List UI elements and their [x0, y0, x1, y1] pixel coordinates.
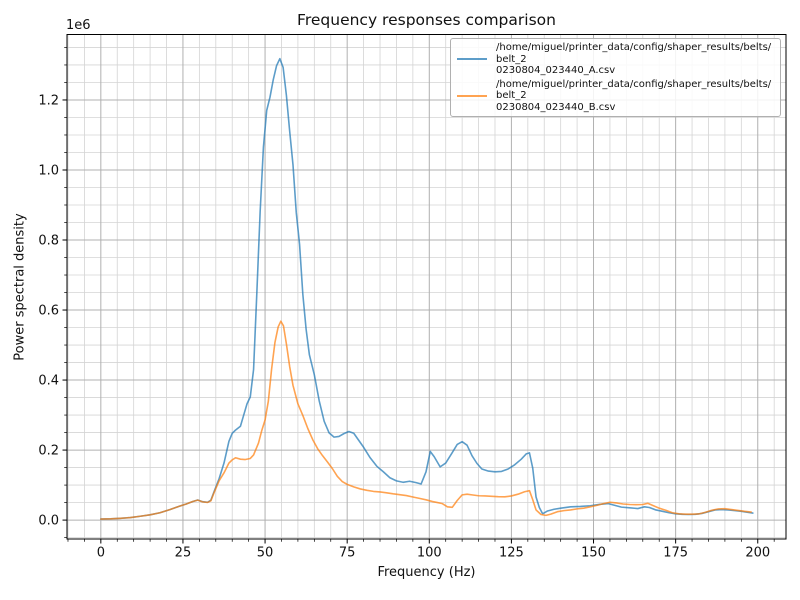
y-tick-label: 1.0: [38, 163, 59, 178]
y-axis-label: Power spectral density: [12, 213, 28, 361]
x-tick-label: 175: [663, 546, 688, 561]
x-tick-label: 75: [339, 546, 356, 561]
series-lines: [100, 57, 754, 520]
y-tick-label: 0.2: [38, 444, 59, 459]
x-tick-label: 200: [745, 546, 770, 561]
series-line-a: [100, 57, 754, 520]
y-tick-label: 0.0: [38, 514, 59, 529]
x-axis-label: Frequency (Hz): [377, 565, 476, 580]
legend-swatch-b: [457, 94, 487, 97]
legend-swatch-a: [457, 58, 487, 61]
x-tick-label: 100: [417, 546, 442, 561]
legend-label-a: /home/miguel/printer_data/config/shaper_…: [496, 42, 772, 76]
y-tick-label: 0.4: [38, 374, 59, 389]
chart-title: Frequency responses comparison: [297, 11, 556, 29]
legend-entry-a: /home/miguel/printer_data/config/shaper_…: [457, 42, 774, 77]
y-tick-label: 0.6: [38, 304, 59, 319]
legend-label-b: /home/miguel/printer_data/config/shaper_…: [496, 78, 772, 113]
x-tick-label: 25: [175, 546, 192, 561]
x-tick-label: 0: [97, 546, 105, 561]
y-tick-label: 1.2: [38, 93, 59, 108]
series-line-b: [100, 320, 752, 520]
x-tick-label: 150: [581, 546, 606, 561]
y-tick-label: 0.8: [38, 234, 59, 249]
y-axis-offset-label: 1e6: [66, 18, 91, 33]
legend: /home/miguel/printer_data/config/shaper_…: [450, 38, 781, 117]
major-gridlines: [67, 34, 786, 539]
legend-entry-b: /home/miguel/printer_data/config/shaper_…: [457, 79, 774, 114]
x-tick-label: 125: [499, 546, 524, 561]
x-tick-label: 50: [257, 546, 274, 561]
axes: 0 25 50 75 100 125 150 175 200 0.0 0.2 0.4 0.6 0.8 1.0…: [38, 34, 787, 561]
